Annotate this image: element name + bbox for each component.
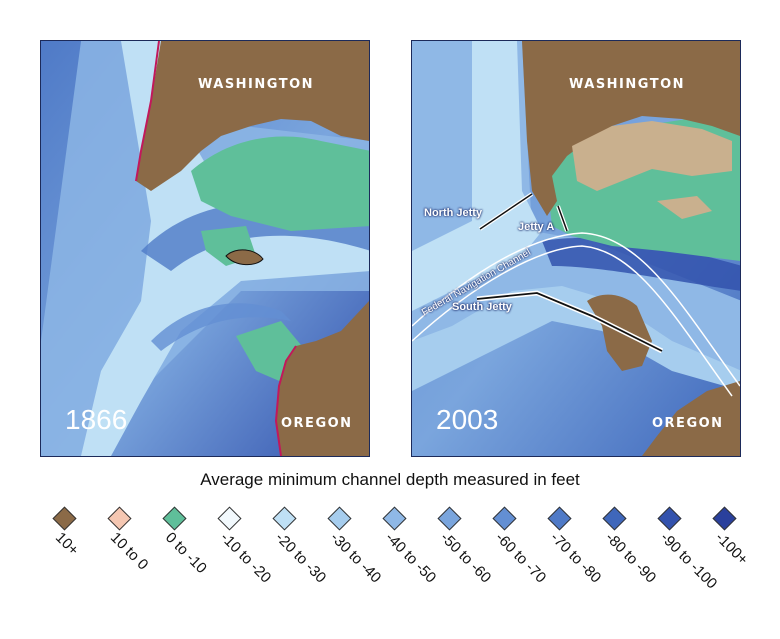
legend-item: -60 to -70 (492, 505, 549, 625)
jetty-a-label: Jetty A (518, 221, 555, 233)
legend-swatch (657, 506, 682, 531)
legend-title: Average minimum channel depth measured i… (200, 470, 580, 489)
legend-label: -10 to -20 (216, 529, 275, 587)
legend-item: -100+ (712, 505, 751, 625)
legend-item: 0 to -10 (162, 505, 210, 625)
legend-item: -50 to -60 (437, 505, 494, 625)
legend-item: -70 to -80 (547, 505, 604, 625)
legend-label: -100+ (711, 529, 752, 569)
legend-item: 10+ (52, 505, 82, 625)
map-year-label: 1866 (65, 404, 128, 435)
legend-item: -10 to -20 (217, 505, 274, 625)
legend-label: 10 to 0 (106, 529, 152, 574)
legend-swatch (382, 506, 407, 531)
legend-label: -70 to -80 (546, 529, 605, 587)
state-label-oregon: OREGON (281, 416, 353, 431)
legend-swatch (712, 506, 737, 531)
state-label-washington: WASHINGTON (198, 77, 315, 92)
legend-swatch (162, 506, 187, 531)
state-label-oregon: OREGON (652, 416, 724, 431)
legend-swatch (272, 506, 297, 531)
map-1866: 1866 WASHINGTON OREGON (40, 40, 370, 457)
legend-swatch (107, 506, 132, 531)
legend-swatch (547, 506, 572, 531)
legend-item: -80 to -90 (602, 505, 659, 625)
map-2003: 2003 WASHINGTON OREGON North Jetty Jetty… (411, 40, 741, 457)
legend-item: -30 to -40 (327, 505, 384, 625)
legend-item: 10 to 0 (107, 505, 151, 625)
state-label-washington: WASHINGTON (569, 77, 686, 92)
north-jetty-label: North Jetty (424, 207, 483, 219)
legend-item: -90 to -100 (657, 505, 720, 625)
legend-swatch (492, 506, 517, 531)
legend-item: -20 to -30 (272, 505, 329, 625)
legend-label: -60 to -70 (491, 529, 550, 587)
legend-label: 10+ (51, 529, 82, 560)
legend-swatch (217, 506, 242, 531)
legend-label: -80 to -90 (601, 529, 660, 587)
legend-swatch (52, 506, 77, 531)
legend-swatch (437, 506, 462, 531)
legend-label: -20 to -30 (271, 529, 330, 587)
south-jetty-label: South Jetty (452, 301, 512, 313)
legend-label: -30 to -40 (326, 529, 385, 587)
legend-item: -40 to -50 (382, 505, 439, 625)
legend-swatch (327, 506, 352, 531)
legend-label: -50 to -60 (436, 529, 495, 587)
legend-label: -40 to -50 (381, 529, 440, 587)
map-year-label: 2003 (436, 404, 499, 435)
legend-label: -90 to -100 (656, 529, 721, 593)
legend-swatch (602, 506, 627, 531)
legend-label: 0 to -10 (161, 529, 210, 577)
